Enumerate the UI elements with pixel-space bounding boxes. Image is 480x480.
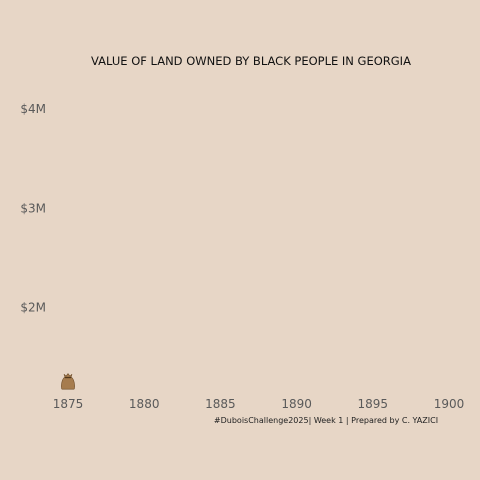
y-tick-label: $2M (20, 301, 46, 315)
x-tick-label: 1880 (129, 397, 160, 411)
money-bag-icon (61, 373, 75, 390)
x-tick-label: 1895 (358, 397, 389, 411)
y-axis-ticks: $2M $3M $4M (20, 102, 46, 315)
x-tick-label: 1875 (53, 397, 84, 411)
x-tick-label: 1885 (205, 397, 236, 411)
x-tick-label: 1890 (281, 397, 312, 411)
chart-caption: #DuboisChallenge2025| Week 1 | Prepared … (214, 416, 438, 425)
x-tick-label: 1900 (434, 397, 465, 411)
x-axis-ticks: 1875 1880 1885 1890 1895 1900 (53, 397, 465, 411)
chart-title: VALUE OF LAND OWNED BY BLACK PEOPLE IN G… (91, 54, 411, 68)
y-tick-label: $4M (20, 102, 46, 116)
y-tick-label: $3M (20, 201, 46, 215)
data-points (61, 373, 75, 390)
